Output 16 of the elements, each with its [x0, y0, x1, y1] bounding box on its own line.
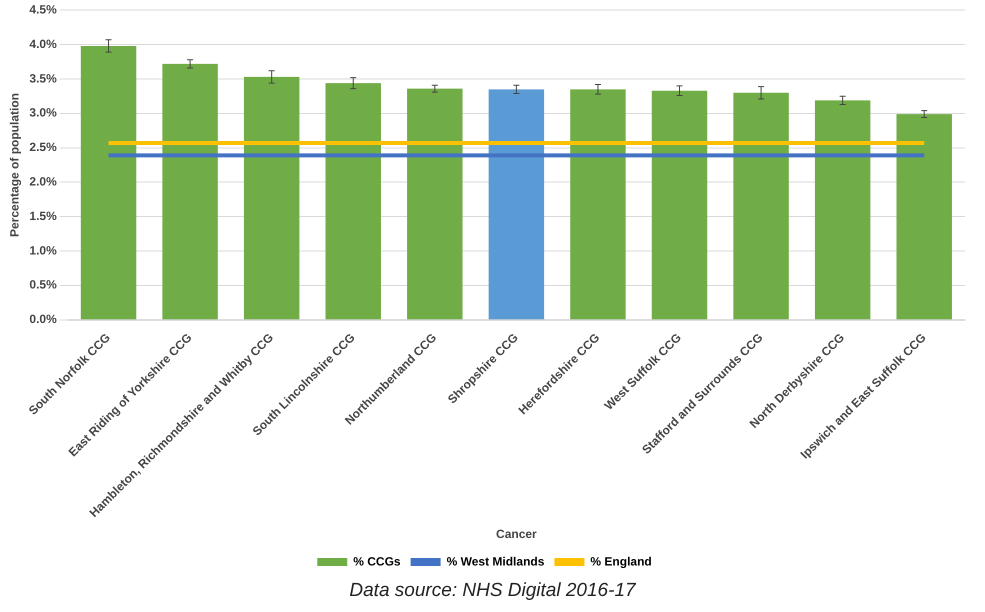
source-note: Data source: NHS Digital 2016-17: [348, 580, 638, 602]
y-axis-title: Percentage of population: [8, 92, 22, 238]
y-tick-label: 1.0%: [29, 243, 58, 258]
legend-label: % CCGs: [353, 554, 401, 568]
y-tick-label: 1.5%: [29, 208, 58, 223]
y-tick-label: 2.5%: [29, 140, 58, 154]
y-tick-label: 2.0%: [29, 174, 58, 189]
x-axis-title: Cancer: [496, 527, 538, 542]
y-tick-label: 0.5%: [29, 278, 58, 292]
y-tick-label: 4.0%: [29, 36, 58, 51]
y-tick-label: 4.5%: [29, 2, 58, 17]
y-tick-label: 3.0%: [29, 106, 58, 120]
legend-label: % West Midlands: [446, 554, 545, 568]
y-tick-label: 3.5%: [29, 71, 58, 86]
legend-label: % England: [590, 554, 652, 568]
y-tick-label: 0.0%: [29, 312, 58, 326]
